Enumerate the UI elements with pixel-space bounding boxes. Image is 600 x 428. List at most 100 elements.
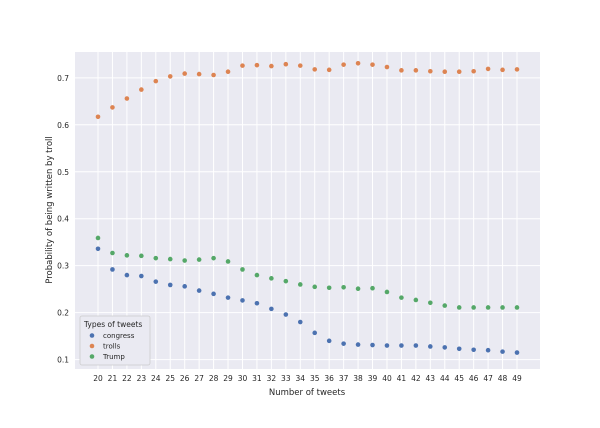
point-congress <box>139 273 144 279</box>
x-tick-label: 33 <box>281 374 291 383</box>
point-trolls <box>225 69 231 75</box>
point-congress <box>355 342 361 347</box>
legend-marker-trump <box>89 354 95 359</box>
legend-box <box>79 315 151 366</box>
point-congress <box>211 291 216 297</box>
point-trump <box>95 235 101 241</box>
point-trolls <box>399 68 404 73</box>
point-trump <box>269 276 274 281</box>
point-trolls <box>297 63 303 68</box>
x-tick-label: 49 <box>512 374 522 383</box>
x-tick-label: 30 <box>238 374 248 383</box>
point-congress <box>413 343 419 348</box>
point-trump <box>471 305 476 310</box>
point-trolls <box>153 78 159 84</box>
point-trump <box>153 255 159 261</box>
x-tick-label: 43 <box>426 374 436 383</box>
plot-background <box>75 52 540 369</box>
point-congress <box>297 319 303 325</box>
point-trump <box>500 305 505 310</box>
point-congress <box>240 298 245 303</box>
point-trump <box>240 267 245 272</box>
point-trolls <box>428 68 433 74</box>
point-trolls <box>370 62 375 67</box>
x-tick-label: 27 <box>194 374 204 383</box>
x-tick-label: 42 <box>411 374 421 383</box>
point-trump <box>211 255 216 261</box>
point-trump <box>341 284 346 290</box>
point-trolls <box>514 67 520 72</box>
point-trolls <box>254 62 260 68</box>
y-tick-label: 0.2 <box>57 309 69 318</box>
point-trolls <box>110 105 115 110</box>
point-trump <box>124 253 130 258</box>
point-trump <box>384 289 390 295</box>
legend-label-congress: congress <box>103 332 135 340</box>
point-trump <box>399 295 404 300</box>
point-trump <box>283 278 289 284</box>
point-trump <box>355 286 361 291</box>
x-tick-label: 24 <box>151 374 161 383</box>
x-tick-label: 37 <box>339 374 349 383</box>
point-trolls <box>326 67 332 73</box>
point-congress <box>269 306 274 312</box>
point-trolls <box>355 60 361 66</box>
point-congress <box>442 345 448 350</box>
point-trolls <box>442 69 448 75</box>
point-congress <box>500 349 505 354</box>
point-trolls <box>456 69 462 75</box>
x-tick-label: 45 <box>454 374 464 383</box>
point-trump <box>442 303 448 308</box>
y-tick-label: 0.7 <box>57 74 69 83</box>
point-trump <box>139 253 144 259</box>
x-tick-label: 44 <box>440 374 450 383</box>
legend-label-trolls: trolls <box>103 343 121 351</box>
x-tick-label: 32 <box>267 374 277 383</box>
point-trump <box>196 257 202 262</box>
point-trolls <box>312 67 318 72</box>
point-trolls <box>283 61 289 67</box>
point-trump <box>225 259 231 264</box>
point-trump <box>312 284 318 290</box>
point-trolls <box>269 63 274 69</box>
x-tick-label: 35 <box>310 374 320 383</box>
point-congress <box>428 344 433 349</box>
x-tick-label: 40 <box>382 374 392 383</box>
y-tick-label: 0.3 <box>57 262 69 271</box>
point-trump <box>456 305 462 310</box>
legend-items: congress trolls Trump <box>89 332 135 361</box>
point-congress <box>182 284 187 289</box>
x-tick-labels: 20 21 22 23 24 25 26 27 28 29 30 31 32 33 34 35 36 37 38 39… <box>93 374 522 383</box>
legend-title: Types of tweets <box>83 320 142 329</box>
point-trolls <box>167 74 173 79</box>
point-trump <box>326 285 332 291</box>
point-congress <box>124 272 130 278</box>
y-tick-label: 0.5 <box>57 168 69 177</box>
point-congress <box>399 343 404 348</box>
legend-marker-trolls <box>89 343 95 349</box>
legend: Types of tweets congress trolls Trump <box>79 315 151 366</box>
point-congress <box>384 343 390 348</box>
point-congress <box>485 347 491 353</box>
point-trump <box>182 258 187 263</box>
x-tick-label: 46 <box>469 374 479 383</box>
point-congress <box>326 338 332 344</box>
point-trolls <box>485 66 491 72</box>
point-congress <box>341 341 346 346</box>
point-trolls <box>384 64 390 70</box>
point-congress <box>95 246 101 252</box>
x-tick-label: 25 <box>165 374 175 383</box>
y-tick-label: 0.6 <box>57 121 69 130</box>
x-tick-label: 29 <box>223 374 233 383</box>
x-tick-label: 47 <box>483 374 493 383</box>
point-trolls <box>196 71 202 77</box>
x-tick-label: 28 <box>209 374 219 383</box>
x-tick-label: 41 <box>397 374 407 383</box>
x-tick-label: 38 <box>353 374 363 383</box>
point-congress <box>254 300 260 306</box>
x-tick-label: 34 <box>296 374 306 383</box>
x-tick-label: 31 <box>252 374 262 383</box>
point-trump <box>514 305 520 310</box>
